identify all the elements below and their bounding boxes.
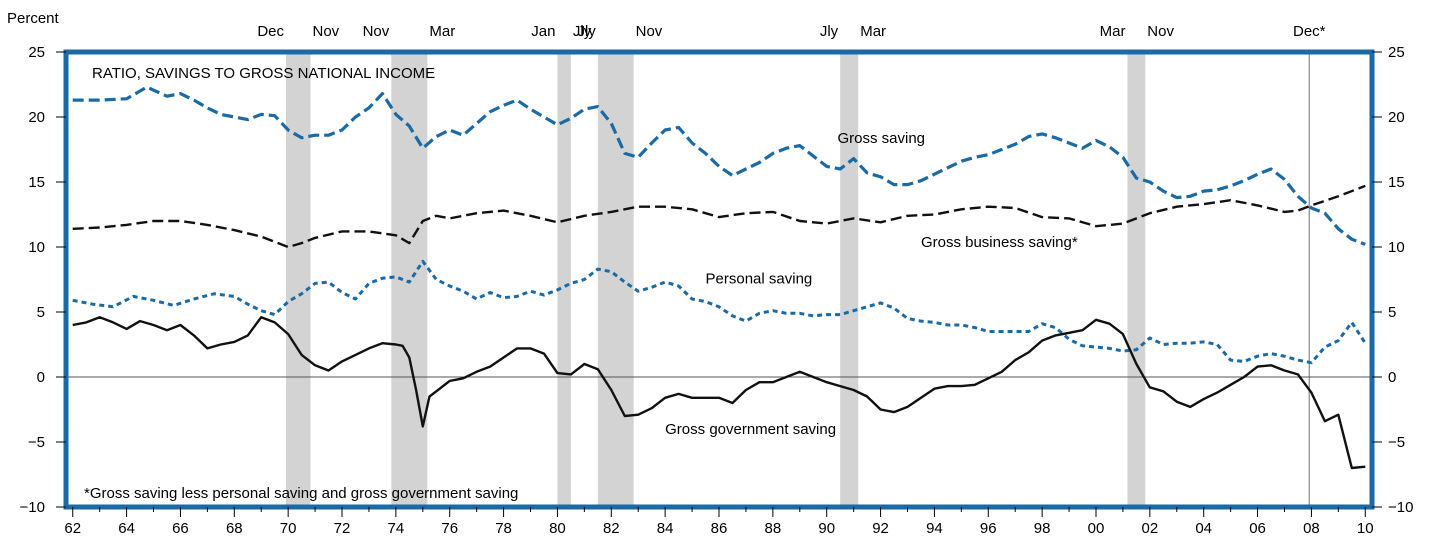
y-tick-label-left: −10 [20,499,45,516]
recession-band [1127,52,1146,507]
recession-end-label: Mar [429,23,455,40]
y-tick-label-left: 25 [28,44,45,61]
recession-start-label: Mar [1100,23,1126,40]
x-tick-label: 64 [118,520,135,537]
recession-end-label: Mar [860,23,886,40]
series-line-gross-saving [72,85,1366,246]
recession-end-label: Nov [313,23,340,40]
x-tick-label: 06 [1249,520,1266,537]
recession-band [391,52,428,507]
recession-band [840,52,859,507]
x-tick-label: 78 [495,520,512,537]
x-tick-label: 92 [872,520,889,537]
y-tick-label-left: 15 [28,174,45,191]
recession-start-label: Jly [577,23,596,40]
recession-start-label: Jan [531,23,555,40]
series-annotation: Gross business saving* [921,234,1078,251]
x-tick-label: 00 [1088,520,1105,537]
series-annotation: Personal saving [706,270,813,287]
x-tick-label: 74 [388,520,405,537]
x-tick-label: 90 [818,520,835,537]
x-tick-label: 86 [711,520,728,537]
recession-start-label: Nov [363,23,390,40]
x-tick-label: 88 [765,520,782,537]
chart-footnote: *Gross saving less personal saving and g… [84,485,518,502]
x-tick-label: 98 [1034,520,1051,537]
recession-band [597,52,634,507]
y-tick-label-left: 5 [37,304,45,321]
x-tick-label: 72 [334,520,351,537]
y-tick-label-right: 5 [1388,304,1396,321]
series-line-gross-government-saving [72,316,1366,470]
x-tick-label: 66 [172,520,189,537]
recession-end-label: Nov [636,23,663,40]
recession-start-label: Jly [820,23,839,40]
y-tick-label-left: 20 [28,109,45,126]
recession-shading-layer [286,52,1146,507]
y-tick-label-right: 0 [1388,369,1396,386]
series-layer [72,85,1367,470]
recession-band [557,52,571,507]
recession-end-label: Jly [573,23,592,40]
x-tick-label: 10 [1357,520,1374,537]
y-tick-label-right: −10 [1388,499,1413,516]
x-tick-label: 84 [657,520,674,537]
series-annotation: Gross saving [837,130,925,147]
x-tick-label: 04 [1195,520,1212,537]
series-line-personal-saving [72,259,1367,365]
y-tick-label-left: −5 [28,434,45,451]
x-tick-label: 82 [603,520,620,537]
x-tick-label: 68 [226,520,243,537]
series-line-gross-business-saving [72,184,1366,249]
x-tick-label: 70 [280,520,297,537]
chart-title: RATIO, SAVINGS TO GROSS NATIONAL INCOME [92,65,435,82]
x-tick-label: 80 [549,520,566,537]
x-tick-label: 02 [1142,520,1159,537]
y-tick-label-right: 10 [1388,239,1405,256]
y-tick-label-right: 15 [1388,174,1405,191]
y-tick-label-right: 25 [1388,44,1405,61]
x-tick-label: 08 [1303,520,1320,537]
x-tick-label: 62 [64,520,81,537]
y-tick-label-right: −5 [1388,434,1405,451]
series-annotation: Gross government saving [665,421,836,438]
y-tick-label-left: 0 [37,369,45,386]
recession-end-label: Nov [1147,23,1174,40]
x-tick-label: 96 [980,520,997,537]
x-tick-label: 76 [441,520,458,537]
y-tick-label-right: 20 [1388,109,1405,126]
y-tick-label-left: 10 [28,239,45,256]
recession-band [286,52,311,507]
y-axis-label: Percent [7,10,60,27]
x-tick-label: 94 [926,520,943,537]
recession-start-label: Dec [257,23,284,40]
annotation-layer: Gross saving Gross business saving* Person… [665,130,1078,438]
marker-label: Dec* [1293,23,1326,40]
